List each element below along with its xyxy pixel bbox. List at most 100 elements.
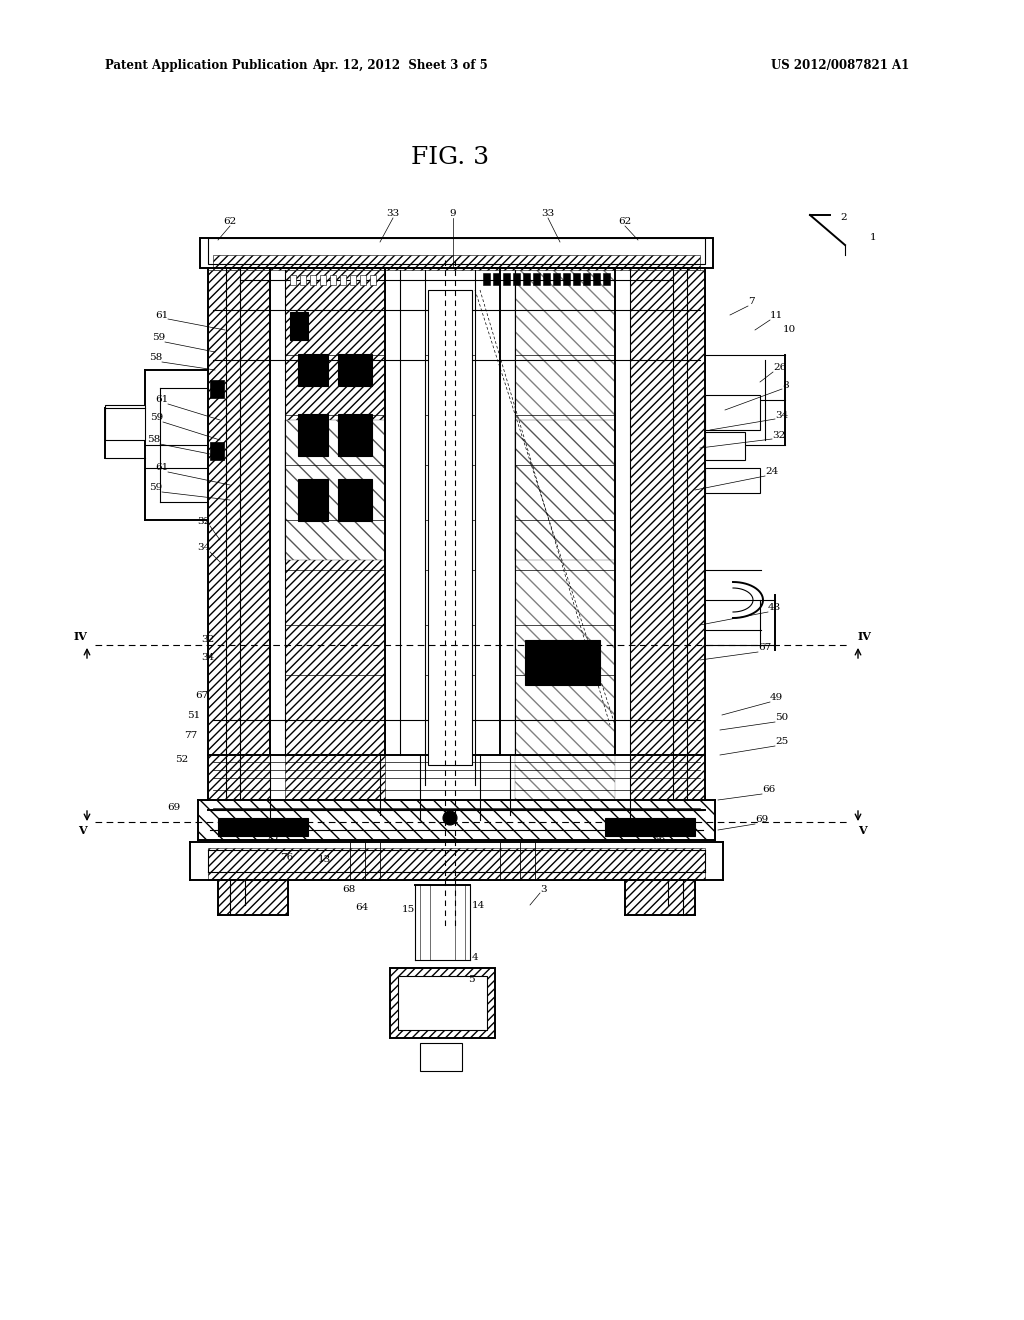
Bar bbox=[428, 290, 472, 766]
Text: 15: 15 bbox=[401, 906, 415, 915]
Text: 43: 43 bbox=[768, 603, 781, 612]
Bar bbox=[420, 1043, 462, 1071]
Text: 2: 2 bbox=[840, 214, 847, 223]
Bar bbox=[360, 275, 366, 285]
Text: 8: 8 bbox=[782, 380, 788, 389]
Text: 4: 4 bbox=[472, 953, 478, 962]
Text: 51: 51 bbox=[186, 710, 200, 719]
Text: 69: 69 bbox=[755, 816, 768, 825]
Text: 50: 50 bbox=[775, 714, 788, 722]
Text: US 2012/0087821 A1: US 2012/0087821 A1 bbox=[771, 58, 909, 71]
Text: V: V bbox=[79, 825, 87, 836]
Text: 32: 32 bbox=[197, 517, 210, 527]
Text: 59: 59 bbox=[152, 334, 165, 342]
Bar bbox=[523, 273, 530, 285]
Bar bbox=[298, 479, 328, 521]
Bar bbox=[285, 271, 385, 800]
Bar bbox=[210, 380, 224, 399]
Text: 68: 68 bbox=[342, 886, 355, 895]
Bar bbox=[534, 273, 540, 285]
Bar bbox=[525, 640, 600, 685]
Bar bbox=[200, 238, 713, 268]
Text: 77: 77 bbox=[183, 730, 197, 739]
Text: 58: 58 bbox=[148, 354, 162, 363]
Text: Patent Application Publication: Patent Application Publication bbox=[105, 58, 307, 71]
Bar bbox=[625, 880, 695, 915]
Bar bbox=[493, 273, 500, 285]
Text: 67: 67 bbox=[195, 690, 208, 700]
Text: 33: 33 bbox=[386, 210, 399, 219]
Text: 69: 69 bbox=[167, 804, 180, 813]
Bar bbox=[198, 800, 715, 840]
Text: V: V bbox=[858, 825, 866, 836]
Bar bbox=[300, 275, 306, 285]
Bar bbox=[583, 273, 590, 285]
Text: IV: IV bbox=[73, 631, 87, 643]
Bar bbox=[705, 469, 760, 492]
Bar bbox=[513, 273, 520, 285]
Bar bbox=[503, 273, 510, 285]
Bar bbox=[573, 273, 580, 285]
Bar bbox=[390, 968, 495, 1038]
Bar bbox=[218, 818, 308, 836]
Text: 14: 14 bbox=[471, 900, 484, 909]
Text: 10: 10 bbox=[783, 326, 797, 334]
Bar bbox=[483, 273, 490, 285]
Circle shape bbox=[443, 810, 457, 825]
Bar bbox=[213, 255, 700, 271]
Bar bbox=[605, 818, 695, 836]
Text: 66: 66 bbox=[762, 785, 775, 795]
Bar bbox=[350, 275, 356, 285]
Text: 61: 61 bbox=[155, 463, 168, 473]
Text: 56: 56 bbox=[651, 836, 665, 845]
Text: 61: 61 bbox=[155, 310, 168, 319]
Bar bbox=[515, 420, 615, 560]
Bar bbox=[338, 479, 372, 521]
Text: Apr. 12, 2012  Sheet 3 of 5: Apr. 12, 2012 Sheet 3 of 5 bbox=[312, 58, 487, 71]
Text: 32: 32 bbox=[772, 430, 785, 440]
Bar bbox=[298, 354, 328, 385]
Bar bbox=[319, 275, 326, 285]
Bar bbox=[603, 273, 610, 285]
Text: 67: 67 bbox=[758, 644, 771, 652]
Text: 3: 3 bbox=[540, 886, 547, 895]
Bar bbox=[340, 275, 346, 285]
Bar bbox=[208, 847, 705, 880]
Bar bbox=[298, 414, 328, 455]
Text: 24: 24 bbox=[765, 467, 778, 477]
Text: 9: 9 bbox=[450, 210, 457, 219]
Text: 49: 49 bbox=[770, 693, 783, 702]
Bar bbox=[515, 271, 615, 800]
Text: 64: 64 bbox=[354, 903, 368, 912]
Bar bbox=[330, 275, 336, 285]
Bar bbox=[593, 273, 600, 285]
Text: 75: 75 bbox=[265, 833, 279, 842]
Bar bbox=[210, 442, 224, 459]
Bar bbox=[208, 271, 270, 800]
Text: 62: 62 bbox=[618, 218, 632, 227]
Text: IV: IV bbox=[858, 631, 871, 643]
Text: 34: 34 bbox=[775, 411, 788, 420]
Bar bbox=[310, 275, 316, 285]
Bar bbox=[208, 238, 705, 264]
Bar bbox=[543, 273, 550, 285]
Text: 76: 76 bbox=[280, 854, 293, 862]
Text: 59: 59 bbox=[148, 483, 162, 492]
Text: 34: 34 bbox=[202, 653, 215, 663]
Text: 13: 13 bbox=[318, 855, 331, 865]
Text: 58: 58 bbox=[146, 436, 160, 445]
Text: 11: 11 bbox=[770, 312, 783, 321]
Bar bbox=[285, 420, 385, 560]
Bar bbox=[338, 354, 372, 385]
Text: 52: 52 bbox=[175, 755, 188, 764]
Text: 61: 61 bbox=[155, 396, 168, 404]
Bar bbox=[290, 312, 308, 341]
Text: 1: 1 bbox=[870, 234, 877, 243]
Text: 33: 33 bbox=[542, 210, 555, 219]
Bar bbox=[290, 275, 296, 285]
Bar bbox=[370, 275, 376, 285]
Bar bbox=[563, 273, 570, 285]
Text: 34: 34 bbox=[197, 544, 210, 553]
Text: 7: 7 bbox=[748, 297, 755, 306]
Bar bbox=[398, 975, 487, 1030]
